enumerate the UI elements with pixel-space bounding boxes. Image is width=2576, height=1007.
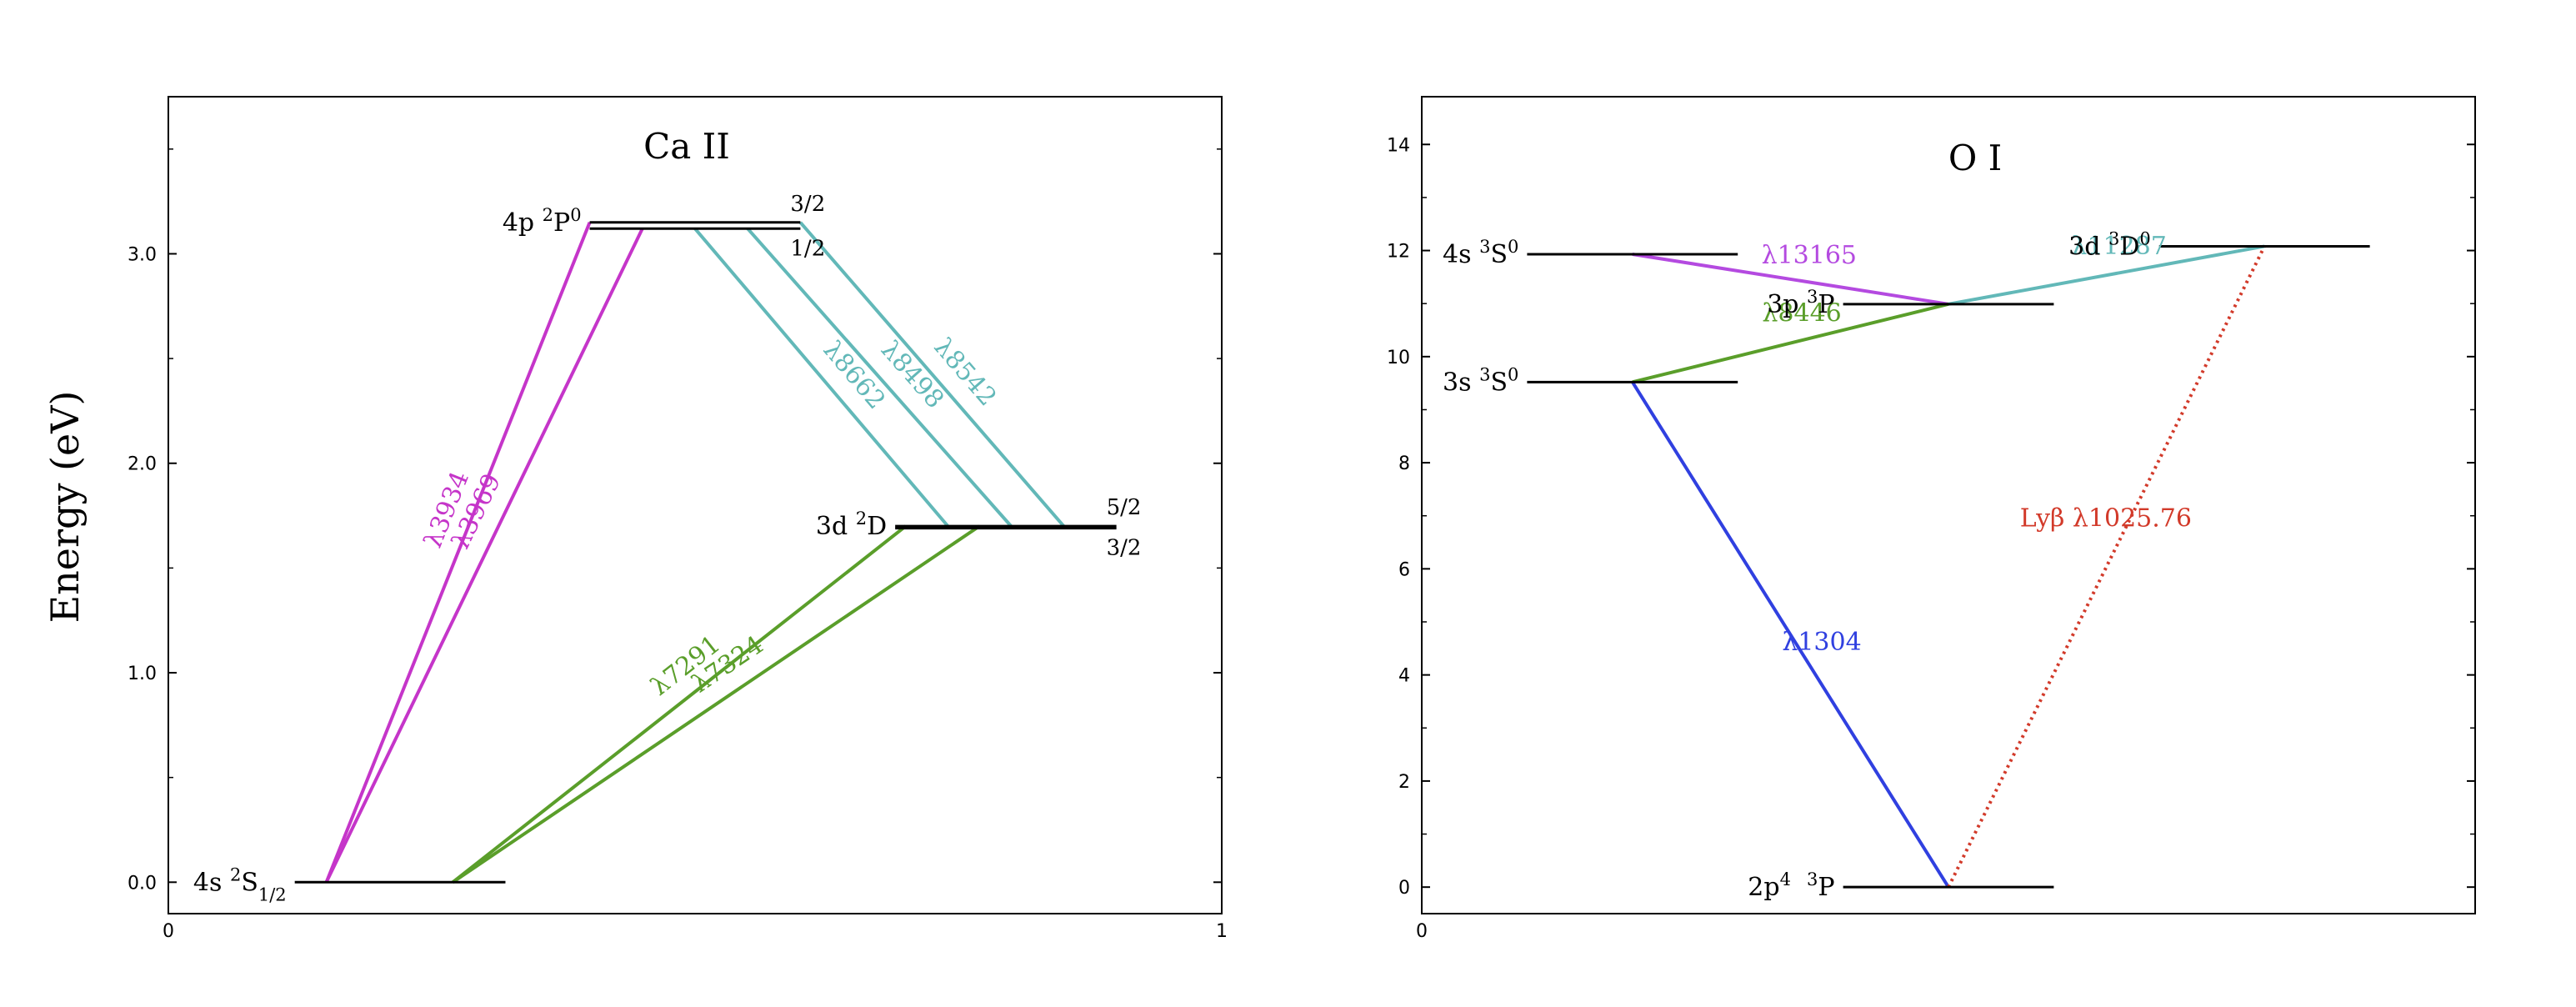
ytick-label: 2.0 [128, 454, 157, 475]
levels-ca-ii [294, 221, 1117, 884]
ytick-label: 3.0 [128, 244, 157, 265]
transition-8498 [746, 227, 1013, 528]
ytick-label: 14 [1387, 135, 1410, 156]
j-label-4p-2p0-32: 3/2 [790, 192, 825, 217]
xtick-label: 0 [1416, 921, 1428, 942]
transition-7291 [452, 524, 908, 884]
ytick-label: 0.0 [128, 873, 157, 894]
panel-title-ca-ii: Ca II [643, 126, 730, 167]
level-label-2p4-3p: 2p4 3P [1748, 869, 1834, 902]
xtick-label: 0 [163, 921, 174, 942]
panel-o-i: 0 2 4 6 8 10 12 14 0 λ13165 λ8446 λ11287 λ1304 Lyβ λ… [1387, 96, 2476, 942]
ytick-label: 12 [1387, 242, 1410, 263]
ytick-label: 8 [1398, 453, 1410, 474]
j-label-3d-2d-52: 5/2 [1107, 495, 1142, 520]
y-axis-label: Energy (eV) [43, 391, 88, 624]
ytick-label: 4 [1398, 666, 1410, 687]
transition-8662 [693, 228, 949, 528]
transition-3934 [324, 222, 592, 884]
ytick-label: 2 [1398, 772, 1410, 793]
transition-13165 [1632, 253, 1949, 306]
levels-o-i [1527, 244, 2370, 889]
level-label-3p-3p: 3p 3P [1767, 287, 1834, 319]
transitions-ca-ii [324, 221, 1065, 884]
level-label-4s-3s0: 4s 3S0 [1443, 237, 1518, 269]
xtick-label: 1 [1216, 921, 1228, 942]
transition-11287 [1948, 244, 2265, 306]
panel-title-o-i: O I [1948, 138, 2002, 178]
plot-frame-o-i [1421, 96, 2476, 914]
level-label-3d-3d0: 3d 3D0 [2068, 228, 2151, 261]
ytick-label: 0 [1398, 878, 1410, 899]
transition-1304 [1631, 381, 1950, 889]
ticks-ca-ii: 0.0 1.0 2.0 3.0 0 1 [128, 148, 1228, 942]
transition-label-1304: λ1304 [1782, 628, 1861, 657]
transition-8446 [1632, 302, 1949, 384]
transitions-o-i [1631, 244, 2266, 889]
transition-ly-1025-76 [1947, 245, 2266, 889]
level-label-3d-2d-52: 3d 2D [816, 509, 887, 541]
ytick-label: 1.0 [128, 664, 157, 684]
labels-o-i: λ13165 λ8446 λ11287 λ1304 Lyβ λ1025.76 4s 3S0… [1443, 228, 2192, 902]
transition-label-ly-1025-76: Lyβ λ1025.76 [2020, 504, 2192, 534]
transition-label-13165: λ13165 [1762, 241, 1857, 270]
level-label-4s-2s12: 4s 2S1/2 [193, 864, 287, 904]
j-label-3d-2d-32: 3/2 [1107, 536, 1142, 561]
plot-frame-ca-ii [168, 96, 1223, 914]
ytick-label: 10 [1387, 348, 1410, 368]
transition-8542 [798, 221, 1065, 528]
ytick-label: 6 [1398, 559, 1410, 580]
ticks-o-i: 0 2 4 6 8 10 12 14 0 [1387, 135, 2475, 942]
transition-7324 [452, 524, 981, 884]
level-label-4p-2p0-32: 4p 2P0 [503, 205, 582, 238]
j-label-4p-2p0-12: 1/2 [790, 236, 825, 261]
level-label-3s-3s0: 3s 3S0 [1443, 364, 1518, 397]
transition-label-8446: λ8446 [1762, 299, 1841, 328]
transition-label-11287: λ11287 [2071, 232, 2166, 261]
transition-3969 [324, 228, 644, 884]
